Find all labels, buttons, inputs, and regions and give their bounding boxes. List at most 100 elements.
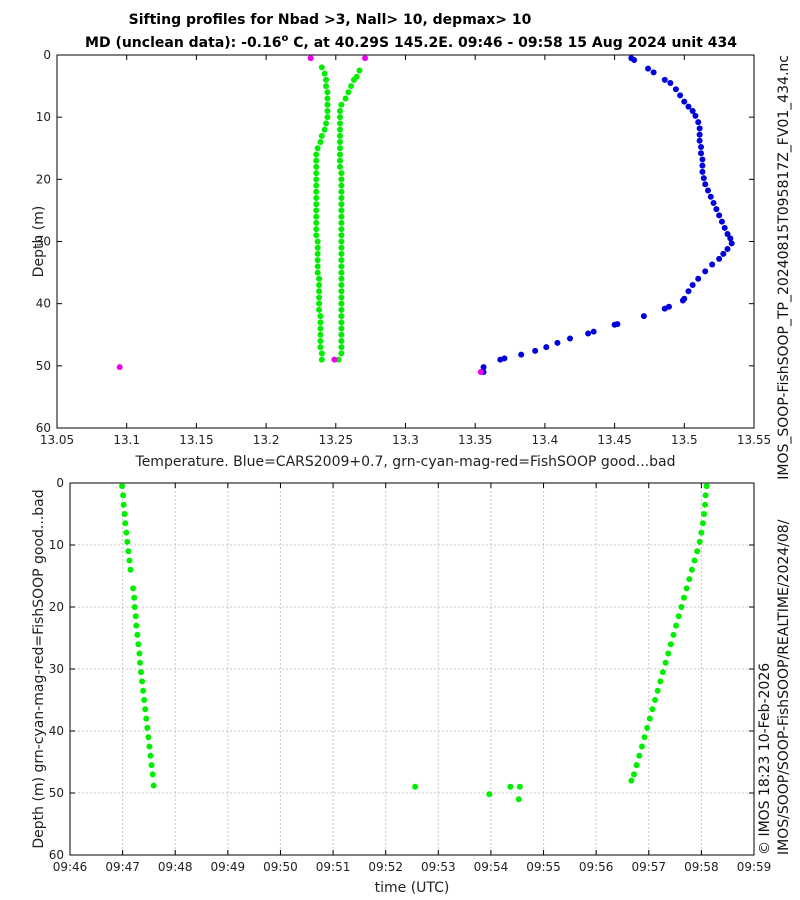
data-point — [689, 282, 696, 289]
data-point — [336, 151, 343, 158]
series-fishsoop-bad-magenta- — [116, 55, 484, 376]
data-point — [362, 55, 369, 62]
data-point — [515, 796, 522, 803]
x-tick-label: 09:57 — [631, 860, 666, 874]
x-tick-label: 13.05 — [40, 433, 74, 447]
data-point — [141, 697, 148, 703]
data-point — [324, 101, 331, 108]
data-point — [123, 529, 130, 536]
data-point — [116, 364, 123, 371]
y-axis-label: Depth (m) grn-cyan-mag-red=FishSOOP good… — [31, 489, 47, 848]
data-point — [678, 604, 685, 610]
data-point — [136, 659, 143, 666]
data-point — [710, 199, 717, 206]
title-degree-sup: o — [282, 33, 289, 44]
data-point — [139, 678, 146, 685]
data-point — [338, 244, 345, 251]
y-tick-label: 30 — [49, 662, 64, 676]
data-point — [316, 300, 323, 307]
data-point — [150, 782, 157, 789]
data-point — [703, 483, 710, 490]
data-point — [125, 548, 132, 555]
data-point — [338, 294, 345, 301]
data-point — [323, 76, 330, 83]
data-point — [566, 335, 573, 342]
data-point — [700, 175, 707, 182]
data-point — [317, 331, 324, 338]
data-point — [338, 213, 345, 220]
data-point — [646, 715, 653, 722]
data-point — [477, 369, 484, 376]
data-point — [518, 351, 525, 358]
data-point — [338, 350, 345, 357]
title-line2-pre: MD (unclean data): -0.16 — [85, 35, 281, 51]
data-point — [681, 98, 688, 105]
y-tick-label: 30 — [36, 235, 51, 249]
data-point — [662, 659, 669, 666]
data-point — [338, 275, 345, 282]
data-point — [338, 337, 345, 344]
x-tick-label: 09:51 — [316, 860, 351, 874]
data-point — [353, 73, 360, 80]
data-point — [313, 232, 320, 239]
data-point — [611, 321, 618, 328]
chart-title-line1: Sifting profiles for Nbad >3, Nall> 10, … — [129, 12, 532, 28]
data-point — [338, 238, 345, 245]
y-tick-label: 0 — [56, 476, 64, 490]
title-line2-post: C, at 40.29S 145.2E. 09:46 - 09:58 15 Au… — [288, 35, 737, 51]
y-tick-label: 40 — [36, 297, 51, 311]
data-point — [694, 548, 701, 555]
data-point — [338, 325, 345, 332]
data-point — [121, 511, 128, 517]
x-tick-label: 09:59 — [737, 860, 772, 874]
x-tick-label: 13.15 — [179, 433, 213, 447]
data-point — [497, 356, 504, 363]
data-point — [338, 306, 345, 313]
x-tick-label: 13.25 — [319, 433, 353, 447]
data-point — [338, 176, 345, 183]
x-tick-label: 13.55 — [737, 433, 771, 447]
y-tick-label: 10 — [36, 110, 51, 124]
y-tick-label: 20 — [36, 172, 51, 186]
x-tick-label: 09:54 — [474, 860, 509, 874]
copyright-label: © IMOS 18:23 10-Feb-2026 — [757, 663, 773, 855]
data-point — [317, 337, 324, 344]
data-point — [716, 212, 723, 219]
data-point — [412, 783, 419, 790]
data-point — [324, 107, 331, 114]
data-point — [672, 86, 679, 93]
data-point — [314, 257, 321, 264]
data-point — [699, 520, 706, 527]
data-point — [138, 669, 145, 676]
data-point — [313, 207, 320, 214]
data-point — [313, 194, 320, 201]
data-point — [148, 762, 155, 769]
data-point — [670, 631, 677, 638]
data-point — [685, 288, 692, 295]
data-point — [695, 119, 702, 126]
data-point — [142, 706, 149, 713]
x-tick-label: 09:52 — [368, 860, 403, 874]
data-point — [695, 275, 702, 282]
x-tick-label: 13.4 — [532, 433, 559, 447]
data-point — [338, 331, 345, 338]
data-point — [307, 55, 314, 62]
data-point — [699, 156, 706, 163]
data-point — [692, 112, 699, 119]
data-point — [659, 669, 666, 676]
x-tick-label: 13.1 — [113, 433, 140, 447]
data-point — [702, 181, 709, 188]
data-point — [654, 687, 661, 694]
x-tick-label: 09:53 — [421, 860, 456, 874]
data-point — [338, 170, 345, 177]
data-point — [336, 132, 343, 139]
filename-label: IMOS_SOOP-FishSOOP_TP_20240815T095817Z_F… — [776, 55, 792, 480]
data-point — [145, 734, 152, 741]
data-point — [313, 201, 320, 208]
x-tick-label: 09:47 — [105, 860, 140, 874]
data-point — [140, 687, 147, 694]
data-point — [338, 207, 345, 214]
data-point — [131, 604, 138, 610]
data-point — [650, 69, 657, 76]
data-point — [707, 193, 714, 200]
